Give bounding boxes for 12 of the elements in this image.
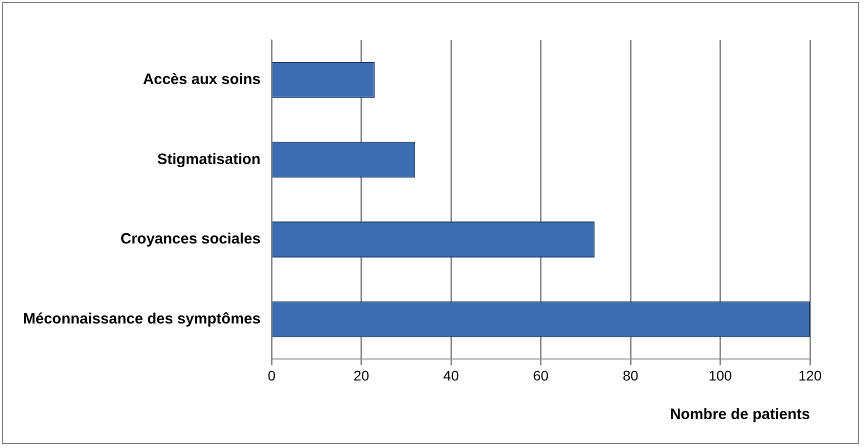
x-tick-label: 120 bbox=[798, 367, 822, 384]
x-tick-label: 20 bbox=[354, 367, 370, 384]
x-tick-label: 40 bbox=[443, 367, 460, 384]
x-tick-label: 60 bbox=[533, 367, 549, 384]
x-tick-label: 0 bbox=[268, 367, 276, 384]
y-tick-label: Méconnaissance des symptômes bbox=[22, 310, 261, 328]
x-axis-title: Nombre de patients bbox=[670, 406, 810, 424]
y-tick-label: Croyances sociales bbox=[120, 230, 261, 248]
x-tick-label: 80 bbox=[622, 367, 639, 384]
x-tick-label: 100 bbox=[708, 367, 732, 384]
y-tick-label: Stigmatisation bbox=[157, 150, 261, 168]
y-tick-label: Accès aux soins bbox=[143, 71, 261, 88]
